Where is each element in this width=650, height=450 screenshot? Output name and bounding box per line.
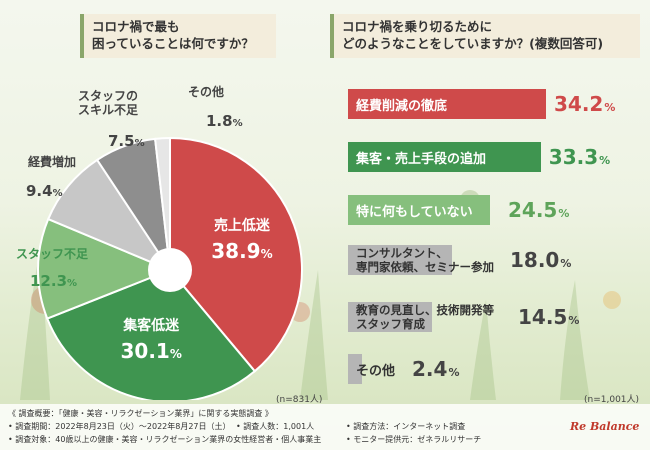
bar-label: 特に何もしていない bbox=[356, 204, 473, 220]
bar-value: 18.0% bbox=[510, 248, 572, 272]
pie-chart: 売上低迷 38.9% 集客低迷 30.1% スタッフ不足 12.3% 経費増加 9.4% スタッ… bbox=[16, 84, 303, 400]
bar-fill bbox=[348, 302, 432, 332]
pie-slice bbox=[45, 268, 257, 400]
pie-slice-label: スタッフのスキル不足 bbox=[78, 89, 138, 117]
pie-slice-label: その他 bbox=[188, 84, 224, 99]
footer-count: • 調査人数：1,001人 bbox=[236, 422, 315, 431]
bar-label: 集客・売上手段の追加 bbox=[356, 151, 487, 167]
right-question-label: コロナ禍を乗り切るために どのようなことをしていますか？(複数回答可) bbox=[330, 14, 640, 58]
bar-label: その他 bbox=[356, 363, 396, 379]
pie-slice-value: 30.1% bbox=[120, 339, 181, 363]
bar-fill bbox=[348, 195, 490, 225]
bar-label: 教育の見直し、技術開発等 スタッフ育成 bbox=[356, 303, 494, 331]
pie-slice-value: 7.5% bbox=[108, 132, 145, 150]
pie-slice-label: スタッフ不足 bbox=[16, 247, 88, 261]
rebalance-logo: Re Balance bbox=[570, 420, 640, 433]
left-question-line1: コロナ禍で最も bbox=[92, 19, 180, 34]
right-question-line1: コロナ禍を乗り切るために bbox=[342, 19, 493, 34]
bar-fill bbox=[348, 142, 541, 172]
pie-center-hole bbox=[148, 248, 192, 292]
footer-provider: • モニター提供元：ゼネラルリサーチ bbox=[346, 435, 482, 444]
survey-footer: 《 調査概要：「健康・美容・リラクゼーション業界」に関する実態調査 》 • 調査… bbox=[0, 404, 650, 450]
footer-period: • 調査期間：2022年8月23日（火）～2022年8月27日（土） bbox=[8, 422, 231, 431]
right-question-line2: どのようなことをしていますか？(複数回答可) bbox=[342, 36, 604, 51]
pie-slice bbox=[169, 136, 303, 373]
pie-slice-value: 38.9% bbox=[211, 239, 272, 263]
footer-overview: 《 調査概要：「健康・美容・リラクゼーション業界」に関する実態調査 》 bbox=[8, 409, 273, 418]
bar-fill bbox=[348, 89, 546, 119]
bar-value: 2.4% bbox=[412, 357, 460, 381]
pie-slice-label: 売上低迷 bbox=[214, 217, 271, 234]
pie-slice-value: 1.8% bbox=[206, 112, 243, 130]
right-sample-size: (n=1,001人) bbox=[584, 395, 640, 405]
bar-label: コンサルタント、 専門家依頼、セミナー参加 bbox=[356, 246, 494, 274]
pie-slice-label: 経費増加 bbox=[28, 154, 76, 169]
pie-slice bbox=[153, 136, 171, 271]
footer-target: • 調査対象：40歳以上の健康・美容・リラクゼーション業界の女性経営者・個人事業… bbox=[8, 435, 322, 444]
pie-slice-value: 12.3% bbox=[30, 272, 77, 290]
left-question-line2: 困っていることは何ですか？ bbox=[92, 36, 254, 51]
footer-method: • 調査方法：インターネット調査 bbox=[346, 422, 466, 431]
left-question-label: コロナ禍で最も 困っていることは何ですか？ bbox=[80, 14, 276, 58]
bar-value: 24.5% bbox=[508, 198, 570, 222]
bar-fill bbox=[348, 245, 453, 275]
pie-slice-value: 9.4% bbox=[26, 182, 63, 200]
left-sample-size: (n=831人) bbox=[276, 395, 323, 405]
bar-label: 経費削減の徹底 bbox=[356, 98, 448, 114]
bar-value: 34.2% bbox=[554, 92, 616, 116]
pie-slice-label: 集客低迷 bbox=[122, 317, 180, 334]
bar-value: 33.3% bbox=[548, 145, 611, 169]
bar-fill bbox=[348, 354, 362, 384]
bar-value: 14.5% bbox=[518, 305, 580, 329]
